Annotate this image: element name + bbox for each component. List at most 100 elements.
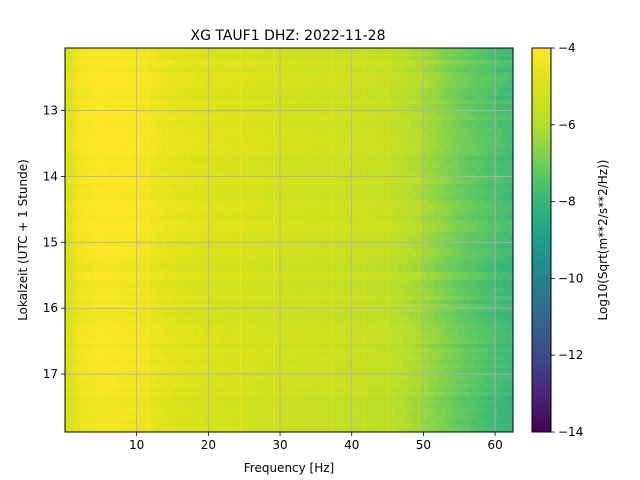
- heatmap-cell: [82, 116, 88, 121]
- heatmap-cell: [194, 164, 199, 169]
- heatmap-cell: [143, 156, 149, 161]
- heatmap-cell: [326, 104, 331, 109]
- heatmap-cell: [108, 116, 113, 121]
- heatmap-cell: [394, 160, 399, 165]
- heatmap-cell: [90, 84, 95, 89]
- heatmap-cell: [373, 76, 378, 81]
- heatmap-cell: [351, 168, 356, 173]
- heatmap-cell: [333, 84, 338, 89]
- heatmap-cell: [240, 84, 245, 89]
- heatmap-cell: [301, 80, 306, 85]
- heatmap-cell: [459, 160, 464, 165]
- heatmap-cell: [254, 72, 260, 77]
- heatmap-cell: [186, 136, 192, 141]
- heatmap-cell: [495, 164, 500, 169]
- heatmap-cell: [269, 112, 274, 117]
- heatmap-cell: [262, 104, 267, 109]
- heatmap-cell: [161, 52, 166, 57]
- heatmap-cell: [140, 100, 145, 105]
- heatmap-cell: [484, 88, 489, 93]
- heatmap-cell: [344, 200, 349, 205]
- heatmap-cell: [237, 160, 242, 165]
- heatmap-cell: [68, 60, 73, 65]
- heatmap-cell: [448, 172, 453, 177]
- heatmap-cell: [233, 72, 238, 77]
- heatmap-cell: [373, 88, 378, 93]
- heatmap-cell: [247, 100, 252, 105]
- heatmap-cell: [287, 188, 292, 193]
- heatmap-cell: [444, 96, 450, 101]
- heatmap-cell: [312, 68, 317, 73]
- heatmap-cell: [412, 60, 417, 65]
- heatmap-cell: [333, 180, 338, 185]
- heatmap-cell: [197, 52, 202, 57]
- heatmap-cell: [441, 188, 446, 193]
- heatmap-cell: [452, 48, 457, 53]
- heatmap-cell: [215, 128, 220, 133]
- heatmap-cell: [498, 48, 503, 53]
- heatmap-cell: [97, 180, 102, 185]
- heatmap-cell: [194, 188, 199, 193]
- heatmap-cell: [326, 52, 331, 57]
- heatmap-cell: [487, 152, 493, 157]
- heatmap-cell: [394, 152, 399, 157]
- heatmap-cell: [434, 168, 439, 173]
- heatmap-cell: [211, 100, 217, 105]
- heatmap-cell: [319, 160, 324, 165]
- heatmap-cell: [168, 140, 174, 145]
- heatmap-cell: [258, 180, 263, 185]
- heatmap-cell: [133, 184, 138, 189]
- heatmap-cell: [118, 184, 123, 189]
- heatmap-cell: [254, 176, 260, 181]
- heatmap-cell: [294, 200, 299, 205]
- heatmap-cell: [491, 188, 496, 193]
- heatmap-cell: [283, 112, 288, 117]
- heatmap-cell: [505, 88, 511, 93]
- heatmap-cell: [455, 104, 460, 109]
- heatmap-cell: [215, 56, 220, 61]
- heatmap-cell: [423, 112, 428, 117]
- heatmap-cell: [409, 48, 414, 53]
- heatmap-cell: [280, 64, 285, 69]
- heatmap-cell: [211, 164, 217, 169]
- heatmap-cell: [190, 180, 195, 185]
- heatmap-cell: [355, 148, 360, 153]
- heatmap-cell: [391, 104, 396, 109]
- heatmap-cell: [487, 156, 493, 161]
- heatmap-cell: [297, 100, 303, 105]
- heatmap-cell: [287, 112, 292, 117]
- heatmap-cell: [509, 172, 513, 177]
- heatmap-cell: [65, 168, 70, 173]
- heatmap-cell: [366, 148, 371, 153]
- heatmap-cell: [197, 64, 202, 69]
- heatmap-cell: [301, 112, 306, 117]
- heatmap-cell: [269, 200, 274, 205]
- heatmap-cell: [369, 140, 374, 145]
- heatmap-cell: [434, 116, 439, 121]
- heatmap-cell: [502, 140, 507, 145]
- heatmap-cell: [237, 92, 242, 97]
- heatmap-cell: [376, 72, 381, 77]
- heatmap-cell: [452, 180, 457, 185]
- heatmap-cell: [319, 72, 324, 77]
- heatmap-cell: [90, 96, 95, 101]
- heatmap-cell: [211, 120, 217, 125]
- heatmap-cell: [65, 60, 70, 65]
- heatmap-cell: [133, 152, 138, 157]
- heatmap-cell: [258, 68, 263, 73]
- heatmap-cell: [405, 180, 410, 185]
- heatmap-cell: [143, 64, 149, 69]
- heatmap-cell: [344, 156, 349, 161]
- heatmap-cell: [111, 68, 116, 73]
- heatmap-cell: [211, 124, 217, 129]
- heatmap-cell: [376, 148, 381, 153]
- heatmap-cell: [72, 204, 77, 209]
- heatmap-cell: [262, 136, 267, 141]
- heatmap-cell: [172, 160, 177, 165]
- heatmap-cell: [197, 132, 202, 137]
- heatmap-cell: [254, 156, 260, 161]
- heatmap-cell: [104, 92, 109, 97]
- heatmap-cell: [140, 156, 145, 161]
- heatmap-cell: [444, 152, 450, 157]
- heatmap-cell: [444, 120, 450, 125]
